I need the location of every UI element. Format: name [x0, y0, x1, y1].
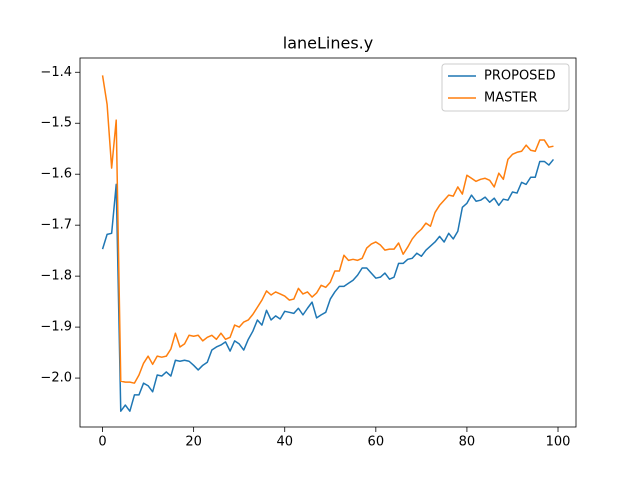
x-tick-label: 40	[276, 435, 293, 450]
series-line	[101, 158, 555, 412]
x-tick-label: 60	[368, 435, 385, 450]
y-tick-label: −1.5	[40, 116, 72, 131]
y-tick-label: −2.0	[40, 371, 72, 386]
y-tick-label: −1.4	[40, 65, 72, 80]
plot-frame	[79, 57, 577, 428]
y-tick-label: −1.6	[40, 167, 72, 182]
x-tick-label: 0	[98, 435, 106, 450]
legend-label: PROPOSED	[484, 69, 556, 84]
x-tick-label: 80	[459, 435, 476, 450]
legend-label: MASTER	[484, 91, 538, 106]
y-tick-label: −1.9	[40, 320, 72, 335]
y-tick-label: −1.7	[40, 218, 72, 233]
y-tick-label: −1.8	[40, 269, 72, 284]
chart-title: laneLines.y	[283, 34, 373, 53]
x-tick-label: 20	[185, 435, 202, 450]
series-line	[101, 75, 554, 384]
x-tick-label: 100	[546, 435, 571, 450]
